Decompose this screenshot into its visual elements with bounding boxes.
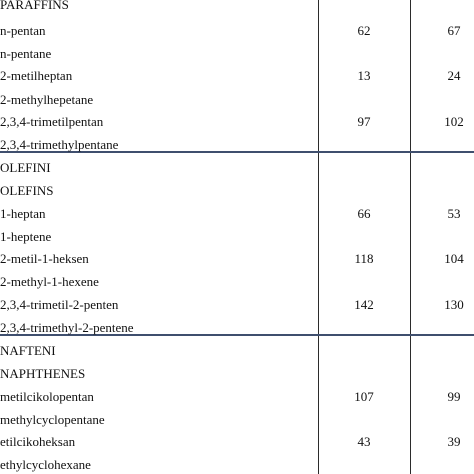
column-divider-2 [410,0,411,474]
value-col2: 102 [444,114,464,129]
section-header-nafteni: NAFTENI [0,343,56,358]
section-header-paraffins: PARAFFINS [0,0,69,12]
compound-name-en: n-pentane [0,46,52,61]
compound-name: etilcikoheksan [0,434,76,449]
compound-name: n-pentan [0,23,46,38]
compound-name-en: 2-methyl-1-hexene [0,274,99,289]
compound-name: metilcikolopentan [0,389,94,404]
compound-name: 2-metil-1-heksen [0,251,89,266]
value-col2: 39 [447,434,461,449]
value-col2: 104 [444,251,464,266]
value-col1: 142 [354,297,374,312]
section-divider-2 [0,334,474,336]
section-divider-1 [0,151,474,153]
value-col2: 53 [447,206,461,221]
compound-name: 1-heptan [0,206,46,221]
value-col2: 130 [444,297,464,312]
value-col1: 118 [354,251,374,266]
section-header-naphthenes: NAPHTHENES [0,366,86,381]
section-header-olefini: OLEFINI [0,160,51,175]
value-col2: 24 [447,68,461,83]
value-col1: 62 [357,23,371,38]
compound-name-en: 1-heptene [0,229,52,244]
compound-name: 2,3,4-trimetil-2-penten [0,297,119,312]
compound-name-en: 2,3,4-trimethylpentane [0,137,119,152]
compound-name-en: methylcyclopentane [0,412,105,427]
value-col1: 97 [357,114,371,129]
compound-name-en: 2-methylhepetane [0,92,94,107]
value-col1: 107 [354,389,374,404]
compound-name: 2-metilheptan [0,68,73,83]
compound-name-en: ethylcyclohexane [0,457,91,472]
value-col1: 66 [357,206,371,221]
compound-name-en: 2,3,4-trimethyl-2-pentene [0,320,134,335]
value-col1: 13 [357,68,371,83]
value-col1: 43 [357,434,371,449]
compound-name: 2,3,4-trimetilpentan [0,114,104,129]
section-header-olefins: OLEFINS [0,183,54,198]
column-divider-1 [318,0,319,474]
value-col2: 99 [447,389,461,404]
value-col2: 67 [447,23,461,38]
